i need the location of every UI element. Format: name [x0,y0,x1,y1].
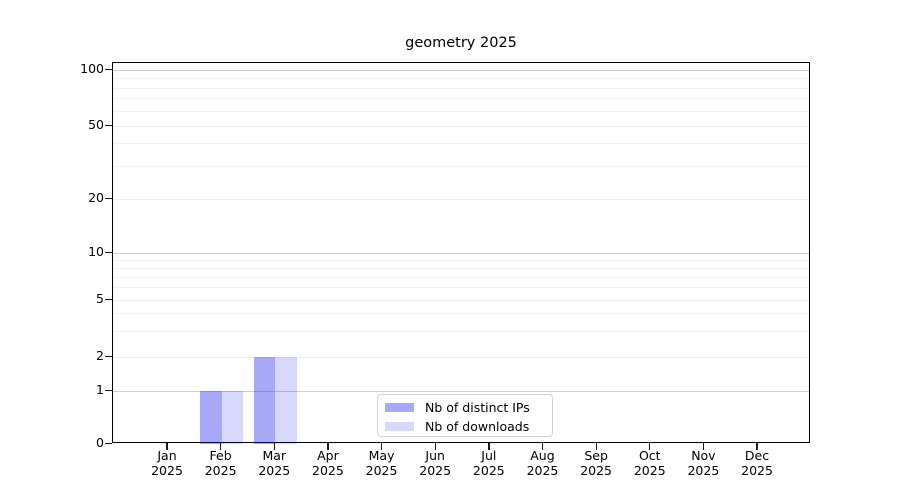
x-tick-jan [166,443,168,450]
plot-area [112,62,810,444]
gridline-y-30 [113,166,809,168]
y-tick-label-0: 0 [96,435,104,450]
x-tick-label-jul: Jul 2025 [472,448,505,478]
x-tick-dec [756,443,758,450]
x-tick-label-may: May 2025 [365,448,398,478]
legend-swatch-downloads [385,421,414,432]
x-tick-feb [220,443,222,450]
x-tick-may [380,443,383,450]
gridline-y-100 [113,69,809,71]
legend-label-distinct-ips: Nb of distinct IPs [425,400,530,415]
x-tick-label-jun: Jun 2025 [419,448,452,478]
y-tick-0 [105,442,112,444]
bar-feb-distinct-ips [200,391,222,444]
y-tick-2 [105,355,112,357]
y-tick-label-1: 1 [96,382,104,397]
y-tick-label-50: 50 [88,117,104,132]
bar-feb-downloads [221,391,244,444]
x-tick-sep [595,443,597,450]
bar-mar-downloads [275,357,297,444]
gridline-y-70 [113,98,809,100]
gridline-y-90 [113,78,809,79]
legend-swatch-distinct-ips [385,402,414,413]
x-tick-label-nov: Nov 2025 [687,448,720,478]
gridline-y-10 [113,252,809,254]
bar-mar-distinct-ips [253,357,276,444]
x-tick-apr [327,443,329,450]
x-tick-label-sep: Sep 2025 [580,448,613,478]
gridline-y-80 [113,87,809,89]
x-tick-label-feb: Feb 2025 [204,448,237,478]
x-tick-mar [273,443,275,450]
chart-title: geometry 2025 [405,35,517,51]
y-tick-20 [105,197,112,199]
x-tick-label-dec: Dec 2025 [741,448,773,478]
x-tick-label-aug: Aug 2025 [526,448,559,478]
y-tick-50 [105,124,112,126]
y-tick-label-100: 100 [80,61,104,76]
legend-row-distinct-ips: Nb of distinct IPs [385,398,552,417]
gridline-y-2 [113,356,809,358]
x-tick-label-apr: Apr 2025 [312,448,344,478]
legend-row-downloads: Nb of downloads [385,417,552,436]
y-tick-label-20: 20 [88,190,104,205]
legend: Nb of distinct IPs Nb of downloads [377,394,553,437]
y-tick-1 [105,389,112,391]
y-tick-5 [105,298,112,300]
x-tick-oct [649,443,651,450]
gridline-y-3 [113,331,809,333]
x-tick-jun [434,443,436,450]
y-tick-label-5: 5 [96,291,104,306]
gridline-y-8 [113,267,809,269]
x-tick-label-mar: Mar 2025 [258,448,291,478]
gridline-y-60 [113,110,809,112]
gridline-y-5 [113,299,809,301]
gridline-y-4 [113,313,809,315]
y-tick-label-10: 10 [88,244,104,259]
gridline-y-7 [113,276,809,278]
gridline-y-1 [113,390,809,392]
gridline-y-50 [113,125,809,127]
x-tick-jul [488,443,490,450]
x-tick-label-jan: Jan 2025 [151,448,183,478]
y-tick-100 [105,68,112,70]
gridline-y-20 [113,198,809,200]
x-tick-nov [702,443,705,450]
legend-label-downloads: Nb of downloads [425,419,530,434]
gridline-y-9 [113,259,809,261]
gridline-y-6 [113,287,809,289]
x-tick-label-oct: Oct 2025 [633,448,666,478]
x-tick-aug [541,443,544,450]
gridline-y-40 [113,143,809,145]
y-tick-10 [105,251,112,253]
y-tick-label-2: 2 [96,348,104,363]
